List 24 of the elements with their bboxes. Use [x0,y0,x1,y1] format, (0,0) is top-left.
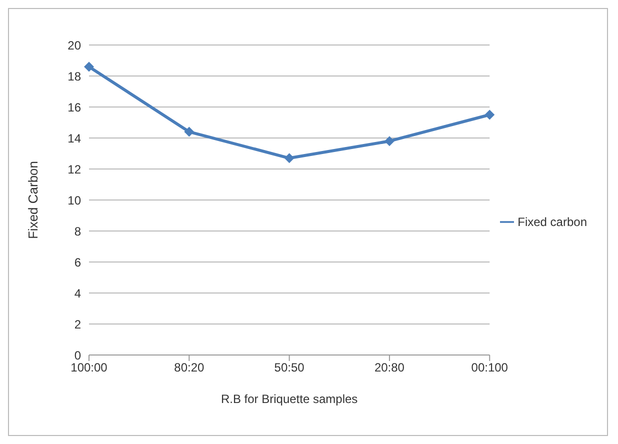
x-tick-label: 00:100 [471,360,508,375]
y-tick-label: 8 [74,224,82,238]
y-tick-label: 16 [68,100,82,114]
y-tick-label: 2 [74,317,82,332]
y-tick-label: 4 [74,286,82,300]
x-tick-label: 100:00 [70,360,108,375]
point [284,153,294,164]
y-tick-label: 6 [74,255,82,270]
point [384,136,394,146]
y-tick-label: 18 [68,69,82,84]
point [484,110,495,120]
point [184,126,194,137]
x-axis-title: R.B for Briquette samples [220,392,358,406]
y-tick-label: 20 [68,38,82,52]
y-tick-label: 14 [68,131,82,146]
legend-label: Fixed carbon [518,214,587,229]
y-tick-label: 0 [74,348,82,362]
y-axis-title: Fixed Carbon [26,160,41,240]
y-tick-label: 10 [68,193,82,208]
x-tick-label: 20:80 [374,360,405,375]
point [84,62,94,72]
y-tick-label: 12 [68,162,82,176]
x-tick-label: 50:50 [274,360,305,375]
x-tick-label: 80:20 [174,360,204,375]
